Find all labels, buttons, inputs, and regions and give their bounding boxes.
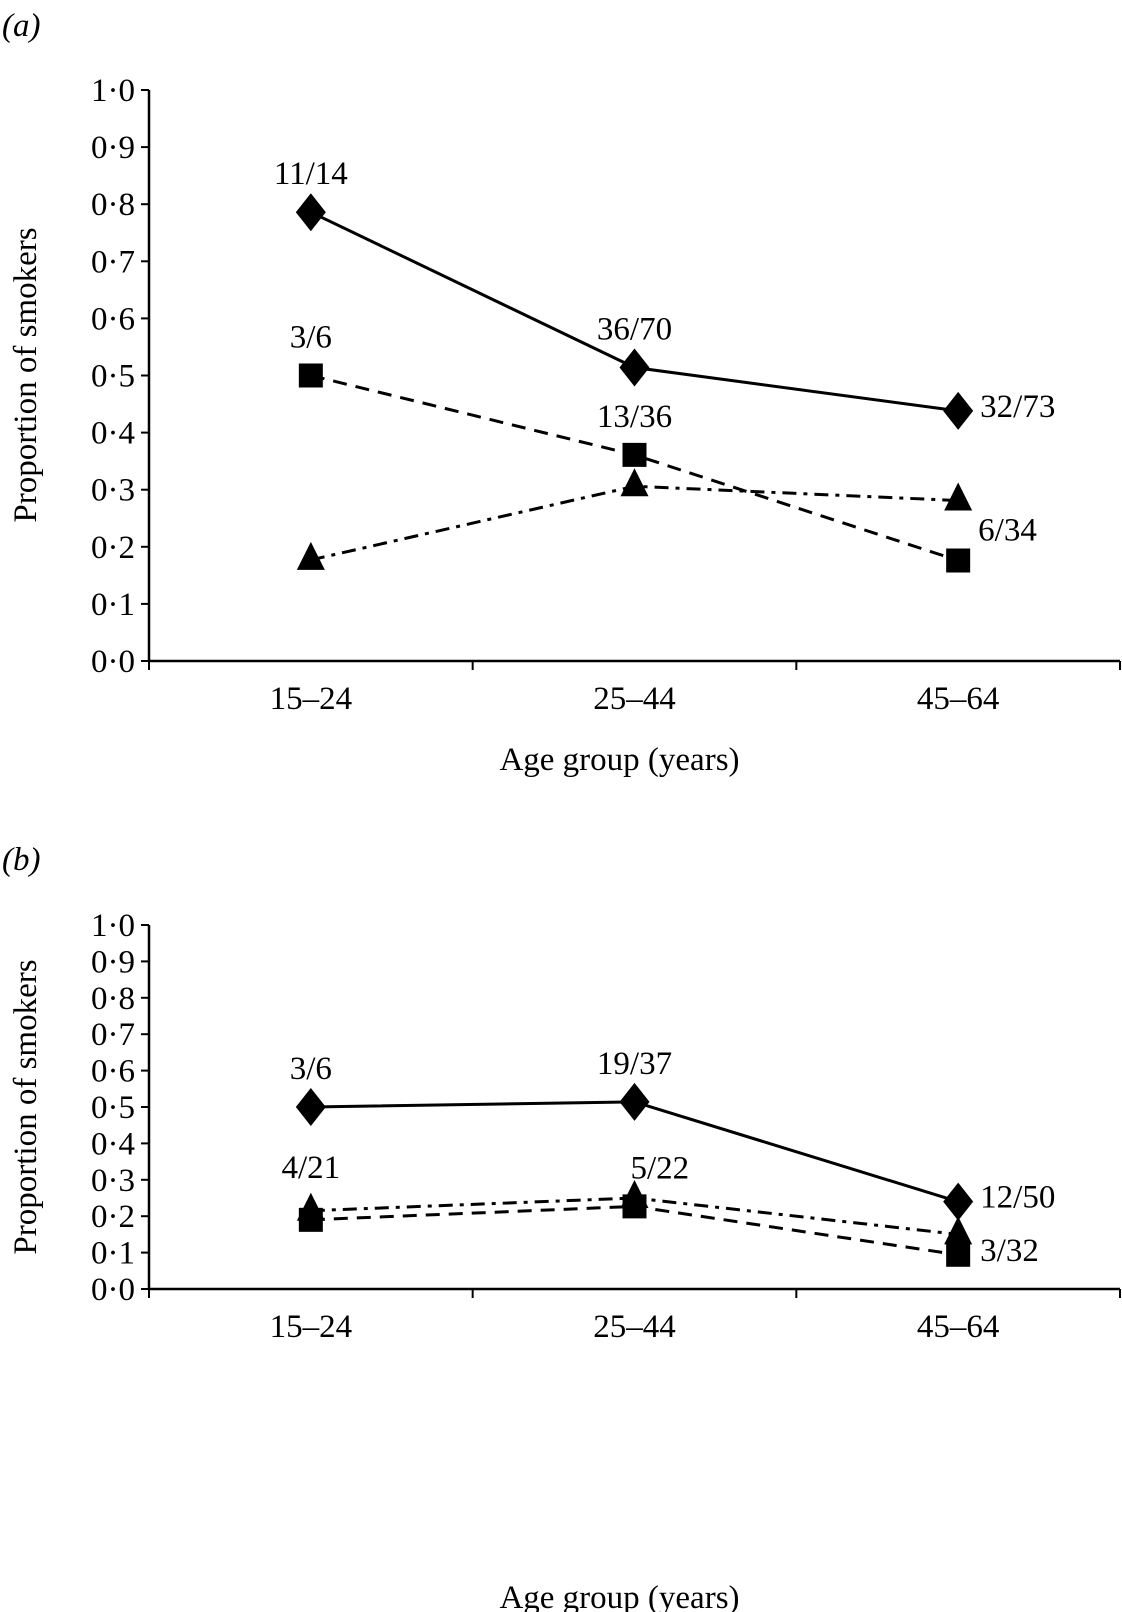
series-diamond: 3/6 19/37 12/50 <box>290 1046 1055 1221</box>
square-marker <box>946 1242 971 1267</box>
series-triangle <box>296 1180 973 1245</box>
square-marker <box>622 442 647 467</box>
x-tick-label: 15–24 <box>270 681 353 717</box>
data-label: 5/22 <box>631 1150 690 1186</box>
data-label: 12/50 <box>980 1180 1055 1216</box>
x-tick-label: 45–64 <box>917 1309 1000 1345</box>
data-label: 19/37 <box>597 1046 672 1082</box>
series-square: 4/21 5/22 3/32 <box>281 1150 1038 1269</box>
chart-panel-b: (b) 0·00·10·20·30·40·50·60·70·80·91·0 15–2… <box>2 842 1121 1612</box>
y-tick-label: 0·0 <box>91 1272 135 1308</box>
y-tick-label: 0·1 <box>91 1236 135 1272</box>
y-tick-label: 0·4 <box>91 1126 135 1162</box>
diamond-marker <box>295 1088 326 1126</box>
y-tick-label: 0·3 <box>91 473 135 509</box>
data-label: 6/34 <box>978 513 1037 549</box>
y-tick-label: 0·7 <box>91 1017 135 1053</box>
y-tick-label: 0·8 <box>91 187 135 223</box>
y-tick-label: 0·2 <box>91 530 135 566</box>
x-tick-label: 25–44 <box>593 681 676 717</box>
square-marker <box>946 548 971 573</box>
diamond-marker <box>943 1182 974 1221</box>
x-axis-title: Age group (years) <box>499 742 739 778</box>
chart-panel-a: (a) 0·0 0·1 0·2 0·3 0·4 0·5 0·6 0·7 0·8 0·9 1·0 15–2… <box>2 8 1121 778</box>
y-axis-title: Proportion of smokers <box>8 227 44 522</box>
triangle-marker <box>620 1180 649 1208</box>
triangle-marker <box>620 468 649 497</box>
series-triangle <box>296 468 973 570</box>
y-tick-label: 0·5 <box>91 1090 135 1126</box>
diamond-marker <box>619 1082 650 1121</box>
panel-label: (a) <box>2 8 40 44</box>
triangle-marker <box>296 1192 325 1221</box>
y-tick-label: 0·9 <box>91 944 135 980</box>
series-line-triangle <box>310 484 959 562</box>
y-tick-label: 0·5 <box>91 359 135 395</box>
y-tick-label: 0·6 <box>91 301 135 337</box>
y-tick-label: 0·0 <box>91 644 135 680</box>
series-square: 3/6 13/36 6/34 <box>290 320 1037 573</box>
series-diamond: 11/14 36/70 32/73 <box>274 156 1055 430</box>
data-label: 36/70 <box>597 312 672 348</box>
triangle-marker <box>944 482 973 511</box>
y-tick-label: 0·1 <box>91 587 135 623</box>
y-tick-label: 0·9 <box>91 130 135 166</box>
triangle-marker <box>944 1216 973 1245</box>
y-tick-label: 0·8 <box>91 981 135 1017</box>
x-tick-label: 45–64 <box>917 681 1000 717</box>
y-tick-label: 0·6 <box>91 1054 135 1090</box>
panel-label: (b) <box>2 842 40 878</box>
data-label: 13/36 <box>597 399 672 435</box>
x-tick-label: 15–24 <box>270 1309 353 1345</box>
square-marker <box>298 363 323 388</box>
y-tick-label: 1·0 <box>91 73 135 109</box>
data-label: 3/6 <box>290 1051 332 1087</box>
y-tick-label: 0·3 <box>91 1163 135 1199</box>
data-label: 3/32 <box>980 1233 1039 1269</box>
x-tick-label: 25–44 <box>593 1309 676 1345</box>
data-label: 4/21 <box>281 1150 340 1186</box>
diamond-marker <box>295 193 326 232</box>
x-axis-title: Age group (years) <box>499 1580 739 1612</box>
triangle-marker <box>296 541 325 570</box>
y-tick-label: 0·2 <box>91 1199 135 1235</box>
data-label: 3/6 <box>290 320 332 356</box>
y-tick-label: 0·7 <box>91 244 135 280</box>
y-axis-title: Proportion of smokers <box>8 959 44 1254</box>
diamond-marker <box>619 348 650 387</box>
y-tick-label: 1·0 <box>91 908 135 944</box>
data-label: 32/73 <box>980 389 1055 425</box>
data-label: 11/14 <box>274 156 348 192</box>
diamond-marker <box>943 391 974 430</box>
y-tick-label: 0·4 <box>91 416 135 452</box>
